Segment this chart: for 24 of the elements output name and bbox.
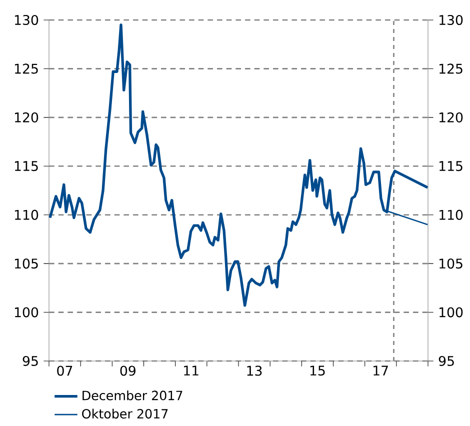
x-tick-label: 11: [184, 366, 198, 376]
y2-tick-label: 125: [14, 64, 38, 74]
x-tick-label: 15: [310, 366, 325, 376]
legend-label: Oktober 2017: [82, 408, 168, 419]
y-tick-label: 105: [440, 258, 462, 269]
y2-tick-label: 110: [14, 210, 38, 220]
y-tick-label: 100: [440, 307, 463, 318]
y2-tick-label: 100: [14, 307, 38, 318]
x-tick-label: 09: [120, 366, 136, 376]
y-tick-label: 115: [440, 161, 462, 172]
y-tick-label: 125: [440, 64, 462, 74]
y2-tick-label: 115: [14, 161, 38, 172]
y2-tick-label: 130: [14, 14, 38, 26]
y-tick-label: 120: [440, 112, 463, 122]
y-tick-label: 130: [440, 14, 463, 26]
x-tick-label: 13: [247, 366, 262, 376]
y2-tick-label: 105: [14, 258, 38, 269]
x-tick-label: 17: [374, 366, 388, 376]
legend-label: December 2017: [82, 390, 182, 400]
y-tick-label: 95: [438, 356, 454, 366]
y-tick-label: 110: [440, 210, 463, 220]
x-tick-label: 07: [57, 366, 72, 376]
y2-tick-label: 95: [22, 356, 38, 366]
y2-tick-label: 120: [14, 112, 38, 122]
